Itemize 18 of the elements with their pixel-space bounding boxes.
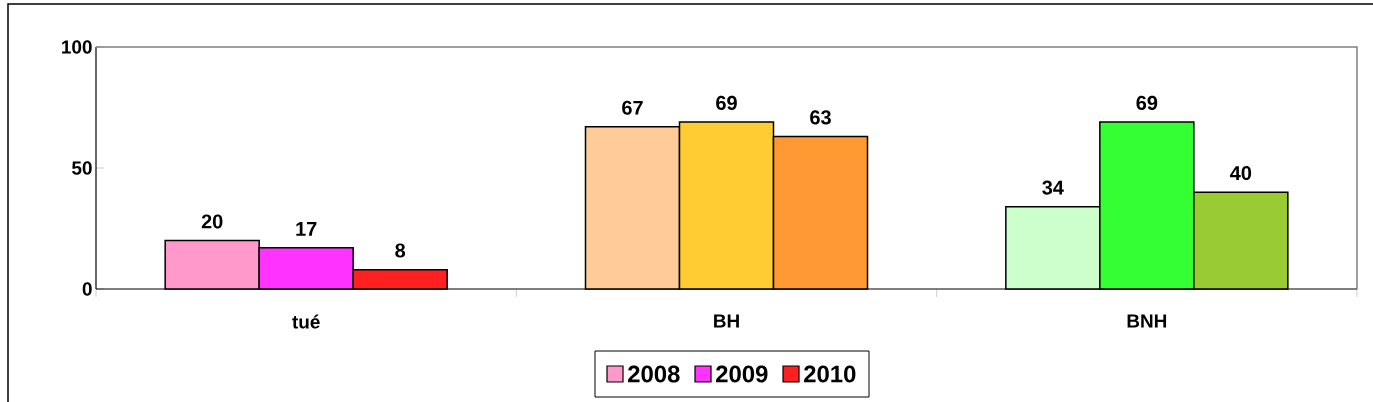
- data-label: 8: [395, 243, 406, 258]
- x-tick-label: BH: [714, 314, 739, 328]
- legend-label: 2008: [628, 365, 680, 383]
- y-tick-label: 50: [72, 161, 92, 175]
- legend-label: 2010: [804, 365, 856, 383]
- data-label: 34: [1042, 180, 1064, 195]
- data-label: 69: [1136, 95, 1158, 110]
- legend-label: 2009: [716, 365, 768, 383]
- data-label: 67: [622, 100, 643, 115]
- x-tick-label: BNH: [1127, 314, 1167, 328]
- data-label: 63: [810, 110, 831, 125]
- data-label: 40: [1230, 166, 1252, 181]
- data-label: 69: [716, 95, 737, 110]
- data-label: 20: [201, 214, 223, 229]
- x-tick-label: tué: [292, 314, 320, 329]
- y-tick-label: 100: [62, 40, 92, 54]
- y-tick-label: 0: [82, 282, 92, 296]
- data-label: 17: [296, 222, 317, 236]
